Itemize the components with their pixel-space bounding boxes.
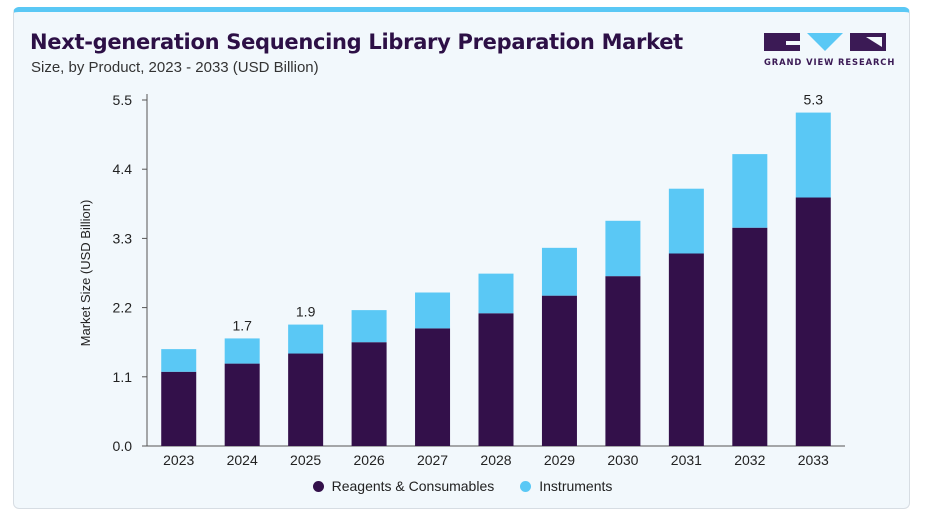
legend-swatch-reagents (312, 480, 324, 492)
bar-reagents-2031 (668, 253, 704, 446)
y-axis-label: Market Size (USD Billion) (78, 200, 93, 347)
legend-item-instruments: Instruments (520, 478, 612, 494)
bar-reagents-2033 (795, 197, 831, 446)
data-label-2024: 1.7 (232, 317, 252, 333)
bar-instruments-2033 (795, 112, 831, 198)
bar-reagents-2032 (732, 227, 768, 446)
y-tick-label: 1.1 (113, 369, 133, 385)
bar-reagents-2029 (541, 295, 577, 446)
legend-label-reagents: Reagents & Consumables (331, 478, 495, 494)
bar-instruments-2032 (732, 154, 768, 228)
bar-reagents-2023 (161, 371, 197, 446)
brand-name: GRAND VIEW RESEARCH (764, 57, 896, 67)
x-tick-label: 2026 (354, 452, 385, 468)
bar-reagents-2030 (605, 276, 641, 446)
legend-label-instruments: Instruments (539, 478, 613, 494)
x-tick-label: 2030 (607, 452, 638, 468)
x-tick-label: 2023 (163, 452, 194, 468)
y-tick-label: 3.3 (113, 230, 133, 246)
y-tick-label: 2.2 (113, 300, 133, 316)
bar-reagents-2028 (478, 313, 514, 446)
bar-instruments-2028 (478, 273, 514, 314)
x-tick-label: 2025 (290, 452, 321, 468)
chart-title: Next-generation Sequencing Library Prepa… (30, 30, 683, 54)
y-tick-label: 4.4 (113, 161, 133, 177)
legend-swatch-instruments (520, 480, 532, 492)
y-tick-label: 0.0 (113, 438, 133, 454)
bar-instruments-2026 (351, 310, 387, 343)
bar-instruments-2031 (668, 188, 704, 254)
bar-reagents-2024 (224, 363, 260, 446)
y-tick-label: 5.5 (113, 92, 133, 108)
bar-instruments-2030 (605, 220, 641, 277)
x-tick-label: 2029 (544, 452, 575, 468)
bar-instruments-2029 (541, 247, 577, 296)
x-tick-label: 2031 (671, 452, 702, 468)
bar-reagents-2027 (415, 328, 451, 446)
data-label-2033: 5.3 (804, 92, 824, 108)
x-tick-label: 2033 (798, 452, 829, 468)
bar-reagents-2025 (288, 353, 324, 446)
x-tick-label: 2027 (417, 452, 448, 468)
x-tick-label: 2024 (227, 452, 258, 468)
bar-instruments-2027 (415, 292, 451, 329)
bar-instruments-2024 (224, 338, 260, 364)
x-tick-label: 2032 (734, 452, 765, 468)
bar-instruments-2025 (288, 324, 324, 354)
bar-instruments-2023 (161, 349, 197, 372)
bar-reagents-2026 (351, 342, 387, 446)
data-label-2025: 1.9 (296, 304, 316, 320)
legend: Reagents & Consumables Instruments (0, 478, 925, 494)
legend-item-reagents: Reagents & Consumables (312, 478, 495, 494)
grand-view-research-logo (764, 33, 886, 51)
chart-subtitle: Size, by Product, 2023 - 2033 (USD Billi… (31, 59, 319, 76)
x-tick-label: 2028 (480, 452, 511, 468)
